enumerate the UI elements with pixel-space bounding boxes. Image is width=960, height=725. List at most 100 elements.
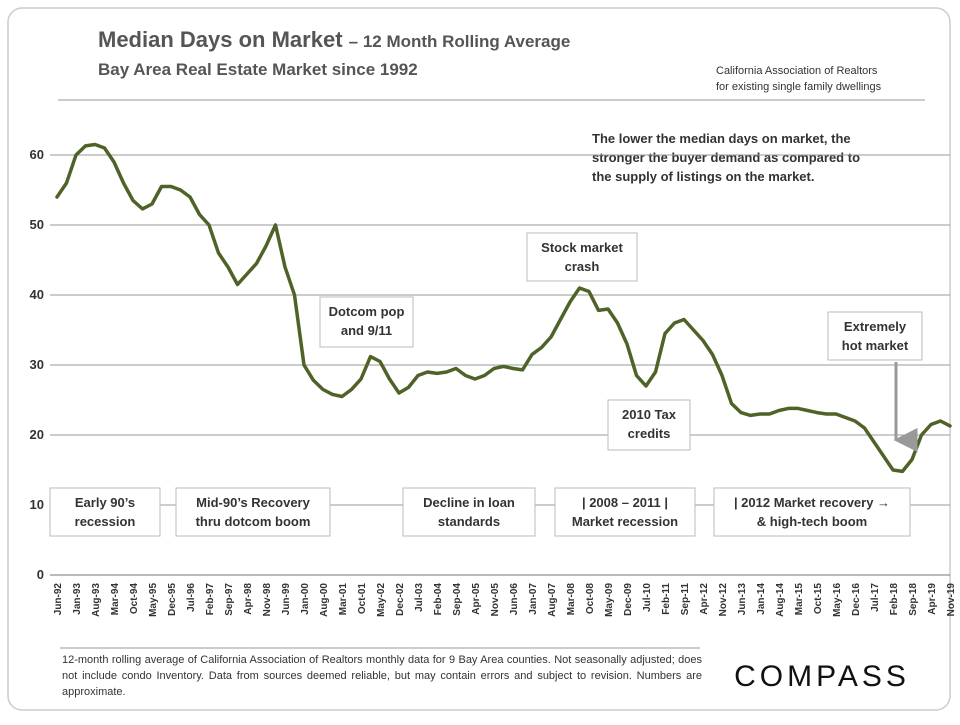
annotation-text: & high-tech boom xyxy=(757,514,868,529)
x-tick-label: Sep-18 xyxy=(908,583,919,616)
annotation-box xyxy=(713,487,911,537)
annotation-text: thru dotcom boom xyxy=(196,514,311,529)
annotation: Dotcom pop and 9/11 xyxy=(319,296,414,348)
annotation-text: Dotcom pop xyxy=(329,304,405,319)
x-tick-label: Sep-11 xyxy=(680,583,691,616)
annotation: Mid-90’s Recovery thru dotcom boom xyxy=(175,487,331,537)
annotation-text: recession xyxy=(75,514,136,529)
y-tick-label: 20 xyxy=(30,427,44,442)
x-tick-label: Sep-04 xyxy=(452,583,463,616)
annotation: | 2008 – 2011 | Market recession xyxy=(554,487,696,537)
annotation-text: crash xyxy=(565,259,600,274)
annotation-text: Decline in loan xyxy=(423,495,515,510)
annotation: Extremely hot market xyxy=(827,311,923,361)
x-tick-label: Feb-18 xyxy=(889,583,900,616)
grid: 0 10 20 30 40 50 60 Jun-92 Jan-93 Aug-93 Mar-94 Oct… xyxy=(30,147,957,617)
y-tick-label: 0 xyxy=(37,567,44,582)
x-tick-label: Nov-19 xyxy=(946,583,957,617)
y-tick-label: 60 xyxy=(30,147,44,162)
x-tick-label: Dec-16 xyxy=(851,583,862,616)
x-tick-label: Jun-06 xyxy=(509,583,520,616)
x-tick-label: Apr-19 xyxy=(927,583,938,615)
annotation-box xyxy=(526,232,638,282)
x-tick-label: Dec-09 xyxy=(623,583,634,616)
x-tick-label: Apr-12 xyxy=(699,583,710,615)
x-tick-label: Jan-00 xyxy=(300,583,311,615)
x-tick-label: Feb-97 xyxy=(205,583,216,616)
annotation-text: | 2012 Market recovery → xyxy=(734,495,890,510)
x-tick-label: Jul-96 xyxy=(186,583,197,612)
x-tick-label: Oct-94 xyxy=(129,583,140,615)
footnote: 12-month rolling average of California A… xyxy=(62,654,702,698)
x-tick-label: May-02 xyxy=(376,583,387,617)
annotation-text: and 9/11 xyxy=(341,323,392,338)
note-line: stronger the buyer demand as compared to xyxy=(592,150,860,165)
x-tick-label: Mar-01 xyxy=(338,583,349,616)
annotation-text: Early 90’s xyxy=(75,495,135,510)
annotation-text: Mid-90’s Recovery xyxy=(196,495,310,510)
x-tick-label: Jun-92 xyxy=(53,583,64,616)
annotation-box xyxy=(175,487,331,537)
x-tick-label: Mar-08 xyxy=(566,583,577,616)
x-tick-label: May-09 xyxy=(604,583,615,617)
x-tick-label: Aug-00 xyxy=(319,583,330,617)
x-tick-label: Dec-02 xyxy=(395,583,406,616)
annotation-text: standards xyxy=(438,514,500,529)
annotation-text: 2010 Tax xyxy=(622,407,677,422)
source: California Association of Realtors xyxy=(716,65,878,77)
x-tick-label: Jan-14 xyxy=(756,583,767,615)
x-tick-label: May-95 xyxy=(148,583,159,617)
x-tick-label: Oct-01 xyxy=(357,583,368,615)
x-tick-label: May-16 xyxy=(832,583,843,617)
annotation-box xyxy=(49,487,161,537)
x-tick-label: Jul-03 xyxy=(414,583,425,612)
annotation: Decline in loan standards xyxy=(402,487,536,537)
x-tick-label: Dec-95 xyxy=(167,583,178,616)
x-tick-label: Nov-12 xyxy=(718,583,729,617)
chart-title: Median Days on Market – 12 Month Rolling… xyxy=(98,27,570,52)
y-tick-label: 50 xyxy=(30,217,44,232)
x-tick-label: Apr-98 xyxy=(243,583,254,615)
x-tick-label: Oct-08 xyxy=(585,583,596,615)
x-tick-label: Oct-15 xyxy=(813,583,824,615)
source: for existing single family dwellings xyxy=(716,81,882,93)
footnote-wrap: 12-month rolling average of California A… xyxy=(62,654,702,698)
x-tick-label: Jan-93 xyxy=(72,583,83,615)
annotation: Early 90’s recession xyxy=(49,487,161,537)
x-tick-label: Nov-98 xyxy=(262,583,273,617)
y-tick-label: 40 xyxy=(30,287,44,302)
annotation-text: Extremely xyxy=(844,319,907,334)
annotation-text: credits xyxy=(628,426,671,441)
annotation-text: Stock market xyxy=(541,240,623,255)
x-tick-label: Apr-05 xyxy=(471,583,482,615)
annotation-box xyxy=(827,311,923,361)
note-line: The lower the median days on market, the xyxy=(592,131,851,146)
x-tick-label: Feb-11 xyxy=(661,583,672,615)
x-tick-label: Mar-15 xyxy=(794,583,805,616)
subtitle: Bay Area Real Estate Market since 1992 xyxy=(98,60,418,79)
x-tick-label: Jun-13 xyxy=(737,583,748,616)
x-tick-label: Aug-14 xyxy=(775,583,786,617)
annotation: | 2012 Market recovery → & high-tech boom xyxy=(713,487,911,537)
note: The lower the median days on market, the… xyxy=(592,131,860,184)
plot xyxy=(55,142,952,474)
x-tick-label: Jul-10 xyxy=(642,583,653,612)
annotation-box xyxy=(319,296,414,348)
annotation-box xyxy=(554,487,696,537)
data-line xyxy=(55,142,952,474)
annotation-text: Market recession xyxy=(572,514,678,529)
annotation-box xyxy=(402,487,536,537)
annotation: Stock market crash xyxy=(526,232,638,282)
note-line: the supply of listings on the market. xyxy=(592,169,814,184)
x-tick-label: Jan-07 xyxy=(528,583,539,615)
y-tick-label: 10 xyxy=(30,497,44,512)
logo: COMPASS xyxy=(734,660,910,693)
annotation-text: hot market xyxy=(842,338,909,353)
x-tick-label: Mar-94 xyxy=(110,583,121,616)
x-tick-label: Jul-17 xyxy=(870,583,881,612)
y-tick-label: 30 xyxy=(30,357,44,372)
annotation-box xyxy=(607,399,691,451)
x-tick-label: Sep-97 xyxy=(224,583,235,616)
